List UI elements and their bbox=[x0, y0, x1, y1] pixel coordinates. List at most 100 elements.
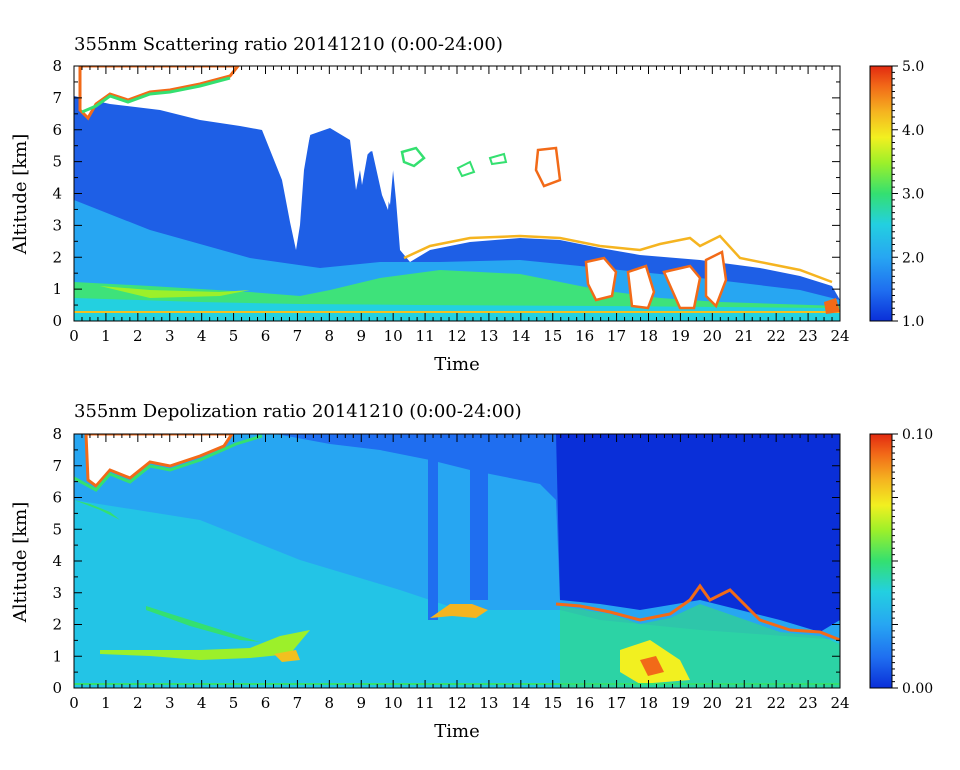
sr-low-cloud-hole-2 bbox=[626, 264, 656, 310]
x-tick-label: 18 bbox=[639, 327, 658, 345]
dr-upper-cloud bbox=[84, 434, 234, 489]
x-tick-label: 1 bbox=[101, 694, 111, 712]
x-tick-label: 20 bbox=[703, 327, 722, 345]
scattering-axes: 0 1 2 3 4 5 6 7 8 9 10 11 12 13 14 15 16 17 18 19 20 21 22 23 24… bbox=[52, 57, 849, 345]
x-tick-label: 2 bbox=[133, 694, 143, 712]
dr-speckle-1 bbox=[428, 434, 438, 620]
dr-low-cloud-1 bbox=[430, 604, 488, 618]
y-tick-label: 5 bbox=[52, 520, 62, 538]
sr-cloud-patch-4 bbox=[488, 152, 508, 166]
x-tick-label: 2 bbox=[133, 327, 143, 345]
y-tick-label: 5 bbox=[52, 153, 62, 171]
sr-low-cloud-hole-3 bbox=[662, 264, 702, 310]
x-tick-label: 20 bbox=[703, 694, 722, 712]
colorbar-tick-label: 2.0 bbox=[902, 250, 924, 266]
sr-low-cloud-hole-1 bbox=[584, 256, 618, 302]
dr-low-cloud-top bbox=[555, 583, 840, 642]
y-tick-label: 7 bbox=[52, 457, 62, 475]
x-tick-label: 11 bbox=[416, 694, 435, 712]
x-tick-label: 11 bbox=[416, 327, 435, 345]
x-tick-label: 4 bbox=[197, 327, 207, 345]
y-tick-label: 4 bbox=[52, 185, 62, 203]
sr-low-cloud-top bbox=[403, 234, 833, 284]
sr-cloud-patch-1 bbox=[400, 146, 426, 168]
y-tick-label: 2 bbox=[52, 616, 62, 634]
y-tick-label: 2 bbox=[52, 248, 62, 266]
x-tick-label: 13 bbox=[479, 694, 498, 712]
x-tick-label: 14 bbox=[511, 327, 530, 345]
dr-streak-core bbox=[274, 650, 300, 662]
x-tick-label: 7 bbox=[293, 694, 303, 712]
dr-low-cloud-red bbox=[640, 656, 664, 676]
y-tick-label: 6 bbox=[52, 121, 62, 139]
scattering-xlabel: Time bbox=[434, 354, 479, 375]
y-tick-label: 0 bbox=[52, 679, 62, 697]
x-tick-label: 3 bbox=[165, 327, 175, 345]
x-tick-label: 5 bbox=[229, 694, 239, 712]
colorbar-tick-label: 4.0 bbox=[902, 123, 924, 139]
dr-upper-cloud-edge bbox=[74, 434, 263, 492]
x-tick-label: 6 bbox=[261, 694, 271, 712]
y-tick-label: 1 bbox=[52, 280, 62, 298]
x-tick-label: 10 bbox=[384, 694, 403, 712]
depolization-field bbox=[74, 434, 840, 688]
x-tick-label: 7 bbox=[293, 327, 303, 345]
x-tick-label: 17 bbox=[607, 327, 626, 345]
scattering-panel: 355nm Scattering ratio 20141210 (0:00-24… bbox=[10, 34, 924, 375]
x-tick-label: 14 bbox=[511, 694, 530, 712]
y-tick-label: 8 bbox=[52, 57, 62, 75]
x-tick-label: 10 bbox=[384, 327, 403, 345]
x-tick-label: 8 bbox=[325, 694, 335, 712]
x-tick-label: 16 bbox=[575, 327, 594, 345]
x-tick-label: 17 bbox=[607, 694, 626, 712]
dr-deep-blue bbox=[556, 434, 840, 632]
depolization-ylabel: Altitude [km] bbox=[10, 502, 31, 624]
x-tick-label: 12 bbox=[447, 694, 466, 712]
depolization-colorbar-ticks: 0.00 0.10 bbox=[892, 427, 933, 697]
x-tick-label: 12 bbox=[447, 327, 466, 345]
x-tick-label: 13 bbox=[479, 327, 498, 345]
depolization-xlabel: Time bbox=[434, 721, 479, 742]
y-tick-label: 3 bbox=[52, 584, 62, 602]
x-tick-label: 6 bbox=[261, 327, 271, 345]
y-tick-label: 1 bbox=[52, 647, 62, 665]
x-tick-label: 24 bbox=[830, 327, 849, 345]
x-tick-label: 9 bbox=[356, 327, 366, 345]
depolization-colorbar bbox=[869, 433, 893, 689]
scattering-ylabel: Altitude [km] bbox=[10, 134, 31, 256]
x-tick-label: 0 bbox=[69, 327, 79, 345]
x-tick-label: 23 bbox=[799, 327, 818, 345]
y-tick-label: 4 bbox=[52, 552, 62, 570]
x-tick-label: 9 bbox=[356, 694, 366, 712]
y-tick-label: 6 bbox=[52, 489, 62, 507]
depolization-title: 355nm Depolization ratio 20141210 (0:00-… bbox=[74, 401, 522, 422]
x-tick-label: 3 bbox=[165, 694, 175, 712]
depolization-panel: 355nm Depolization ratio 20141210 (0:00-… bbox=[10, 401, 933, 742]
x-tick-label: 22 bbox=[767, 694, 786, 712]
x-tick-label: 23 bbox=[799, 694, 818, 712]
x-tick-label: 1 bbox=[101, 327, 111, 345]
depolization-axes: 0 1 2 3 4 5 6 7 8 9 10 11 12 13 14 15 16 17 18 19 20 21 22 23 24… bbox=[52, 425, 849, 712]
x-tick-label: 22 bbox=[767, 327, 786, 345]
colorbar-tick-label: 0.00 bbox=[902, 681, 933, 697]
y-tick-label: 3 bbox=[52, 216, 62, 234]
scattering-title: 355nm Scattering ratio 20141210 (0:00-24… bbox=[74, 34, 503, 55]
x-tick-label: 19 bbox=[671, 694, 690, 712]
sr-cirrus-cloud bbox=[78, 66, 240, 121]
y-tick-label: 7 bbox=[52, 89, 62, 107]
x-tick-label: 5 bbox=[229, 327, 239, 345]
x-tick-label: 24 bbox=[830, 694, 849, 712]
colorbar-tick-label: 5.0 bbox=[902, 59, 924, 75]
x-tick-label: 21 bbox=[735, 327, 754, 345]
colorbar-tick-label: 0.10 bbox=[902, 427, 933, 443]
x-tick-label: 8 bbox=[325, 327, 335, 345]
x-tick-label: 16 bbox=[575, 694, 594, 712]
sr-cloud-patch-3 bbox=[456, 160, 476, 178]
x-tick-label: 18 bbox=[639, 694, 658, 712]
sr-low-cloud-hole-4 bbox=[704, 250, 728, 309]
x-tick-label: 21 bbox=[735, 694, 754, 712]
sr-cirrus-edge bbox=[81, 76, 231, 114]
x-tick-label: 4 bbox=[197, 694, 207, 712]
x-tick-label: 15 bbox=[543, 694, 562, 712]
